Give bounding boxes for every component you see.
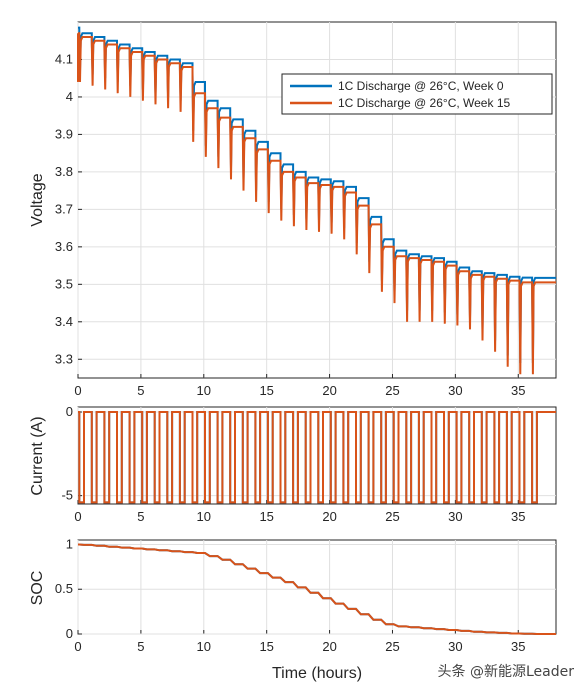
soc-x-tick-label: 5: [137, 639, 144, 654]
soc-y-tick-label: 0: [66, 626, 73, 641]
current-x-tick-label: 15: [259, 509, 273, 524]
soc-x-tick-label: 35: [511, 639, 525, 654]
watermark: 头条 @新能源Leader: [438, 663, 575, 680]
current-plot-area: [77, 406, 557, 505]
current-week15-line: [78, 411, 556, 504]
soc-x-tick-label: 30: [448, 639, 462, 654]
current-y-tick-labels: -5 0: [61, 404, 73, 503]
soc-x-tick-label: 0: [74, 639, 81, 654]
soc-x-tick-label: 25: [385, 639, 399, 654]
voltage-y-tick-label: 4: [66, 89, 73, 104]
current-panel: 0 5 10 15 20 25 30 35 -50 Current (A): [29, 404, 557, 524]
soc-series: [78, 543, 556, 635]
voltage-y-tick-label: 3.9: [55, 126, 73, 141]
soc-x-tick-labels: 0 5 10 15 20 25 30 35: [74, 639, 525, 654]
voltage-x-tick-labels: 0 5 10 15 20 25 30 35: [74, 383, 525, 398]
current-y-axis-label: Current (A): [29, 416, 46, 495]
voltage-panel: 0 5 10 15 20 25 30 35 3.3 3.4 3.5 3.6 3.7 3.8 3.9 4 4.1…: [29, 21, 557, 398]
current-x-tick-label: 5: [137, 509, 144, 524]
x-axis-label: Time (hours): [272, 665, 362, 682]
current-x-tick-label: 20: [322, 509, 336, 524]
voltage-x-tick-label: 10: [197, 383, 211, 398]
current-x-tick-labels: 0 5 10 15 20 25 30 35: [74, 509, 525, 524]
voltage-x-tick-label: 0: [74, 383, 81, 398]
voltage-y-tick-label: 3.7: [55, 201, 73, 216]
current-x-tick-label: 10: [197, 509, 211, 524]
soc-y-axis-label: SOC: [29, 571, 46, 606]
voltage-y-tick-label: 3.4: [55, 314, 73, 329]
soc-x-tick-label: 20: [322, 639, 336, 654]
soc-y-tick-label: 0.5: [55, 581, 73, 596]
soc-x-tick-label: 15: [259, 639, 273, 654]
voltage-x-tick-label: 15: [259, 383, 273, 398]
soc-y-tick-labels: 00.51: [55, 536, 73, 641]
current-series: [78, 411, 556, 504]
voltage-y-tick-label: 3.5: [55, 276, 73, 291]
voltage-y-tick-label: 3.8: [55, 164, 73, 179]
legend: 1C Discharge @ 26°C, Week 0 1C Discharge…: [281, 73, 553, 115]
legend-label-week0: 1C Discharge @ 26°C, Week 0: [338, 79, 504, 93]
current-x-tick-label: 25: [385, 509, 399, 524]
voltage-x-tick-label: 30: [448, 383, 462, 398]
soc-y-tick-label: 1: [66, 536, 73, 551]
current-x-tick-label: 0: [74, 509, 81, 524]
voltage-x-tick-label: 35: [511, 383, 525, 398]
soc-grid: [77, 540, 556, 635]
current-x-tick-label: 35: [511, 509, 525, 524]
soc-plot-area: [77, 539, 557, 635]
voltage-y-tick-label: 3.3: [55, 351, 73, 366]
voltage-y-tick-label: 3.6: [55, 239, 73, 254]
current-y-tick-label: -5: [61, 488, 73, 503]
legend-label-week15: 1C Discharge @ 26°C, Week 15: [338, 96, 510, 110]
voltage-x-tick-label: 20: [322, 383, 336, 398]
voltage-y-tick-labels: 3.3 3.4 3.5 3.6 3.7 3.8 3.9 4 4.1: [55, 51, 73, 366]
soc-x-tick-label: 10: [197, 639, 211, 654]
voltage-y-axis-label: Voltage: [29, 173, 46, 226]
series-week15-line: [78, 32, 556, 375]
voltage-series: [77, 26, 556, 375]
soc-panel: 0 5 10 15 20 25 30 35 00.51 SOC Time (hours): [29, 536, 557, 682]
soc-week15-line: [78, 543, 556, 635]
voltage-x-tick-label: 5: [137, 383, 144, 398]
current-y-tick-label: 0: [66, 404, 73, 419]
legend-box: [281, 73, 553, 115]
current-x-tick-label: 30: [448, 509, 462, 524]
voltage-x-tick-label: 25: [385, 383, 399, 398]
voltage-y-tick-label: 4.1: [55, 51, 73, 66]
